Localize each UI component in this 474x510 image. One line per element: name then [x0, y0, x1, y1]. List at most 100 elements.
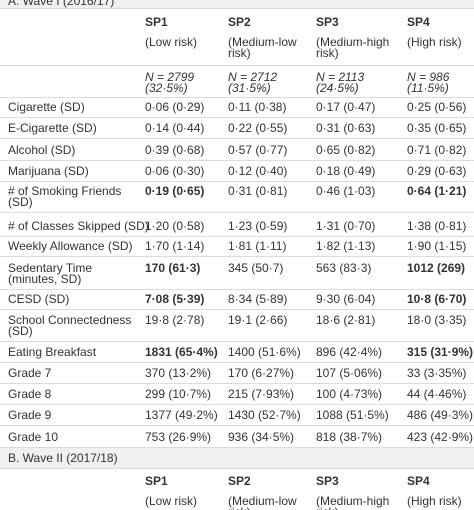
cell-value: 0·31 (0·63): [316, 121, 376, 135]
sample-size: N = 2799 (32·5%): [145, 70, 195, 95]
sample-size: N = 986 (11·5%): [407, 70, 450, 95]
cell-value: 1·20 (0·58): [145, 219, 205, 233]
row-divider: [0, 468, 474, 469]
cell-value: 1·23 (0·59): [228, 219, 288, 233]
column-subheader: (High risk): [407, 494, 462, 508]
cell-value: 1·81 (1·11): [228, 239, 287, 253]
cell-value: 0·39 (0·68): [145, 143, 205, 157]
cell-value: 1·38 (0·81): [407, 219, 467, 233]
cell-value: 0·12 (0·40): [228, 164, 288, 178]
cell-value: 10·8 (6·70): [407, 292, 467, 306]
row-divider: [0, 383, 474, 384]
column-subheader: (Medium-low risk): [228, 35, 297, 60]
column-subheader: (Low risk): [145, 35, 198, 49]
cell-value: 0·71 (0·82): [407, 143, 467, 157]
cell-value: 299 (10·7%): [145, 387, 212, 401]
sample-size: N = 2712 (31·5%): [228, 70, 278, 95]
row-label: Alcohol (SD): [8, 143, 76, 157]
row-label: Cigarette (SD): [8, 100, 85, 114]
column-subheader: (Medium-high risk): [316, 35, 390, 60]
row-divider: [0, 138, 474, 139]
column-header: SP4: [407, 15, 430, 29]
column-subheader: (High risk): [407, 35, 462, 49]
cell-value: 1·82 (1·13): [316, 239, 376, 253]
cell-value: 170 (61·3): [145, 261, 201, 275]
row-divider: [0, 236, 474, 237]
cell-value: 0·06 (0·30): [145, 164, 205, 178]
row-label: School Connectedness (SD): [8, 313, 132, 338]
cell-value: 753 (26·9%): [145, 430, 212, 444]
row-divider: [0, 362, 474, 363]
column-header: SP2: [228, 15, 251, 29]
column-header: SP1: [145, 474, 168, 488]
cell-value: 18·6 (2·81): [316, 313, 376, 327]
row-divider: [0, 425, 474, 426]
cell-value: 19·8 (2·78): [145, 313, 205, 327]
column-header: SP1: [145, 15, 168, 29]
section-title: A. Wave I (2016/17): [8, 0, 115, 8]
cell-value: 936 (34·5%): [228, 430, 295, 444]
row-label: Sedentary Time (minutes, SD): [8, 261, 93, 286]
cell-value: 18·0 (3·35): [407, 313, 467, 327]
cell-value: 0·22 (0·55): [228, 121, 288, 135]
cell-value: 345 (50·7): [228, 261, 284, 275]
row-label: Grade 7: [8, 366, 52, 380]
cell-value: 0·18 (0·49): [316, 164, 376, 178]
column-header: SP3: [316, 474, 339, 488]
column-header: SP4: [407, 474, 430, 488]
row-label: Marijuana (SD): [8, 164, 89, 178]
cell-value: 818 (38·7%): [316, 430, 383, 444]
row-label: Weekly Allowance (SD): [8, 239, 133, 253]
cell-value: 0·25 (0·56): [407, 100, 467, 114]
column-subheader: (Low risk): [145, 494, 198, 508]
cell-value: 896 (42·4%): [316, 345, 383, 359]
cell-value: 8·34 (5·89): [228, 292, 288, 306]
cell-value: 1·31 (0·70): [316, 219, 376, 233]
row-label: Grade 8: [8, 387, 52, 401]
cell-value: 33 (3·35%): [407, 366, 467, 380]
cell-value: 7·08 (5·39): [145, 292, 205, 306]
cell-value: 9·30 (6·04): [316, 292, 376, 306]
cell-value: 1·90 (1·15): [407, 239, 467, 253]
row-divider: [0, 65, 474, 66]
cell-value: 0·65 (0·82): [316, 143, 376, 157]
cell-value: 1012 (269): [407, 261, 466, 275]
row-label: Grade 9: [8, 408, 52, 422]
cell-value: 1430 (52·7%): [228, 408, 301, 422]
row-divider: [0, 447, 474, 448]
cell-value: 1088 (51·5%): [316, 408, 389, 422]
cell-value: 1831 (65·4%): [145, 345, 218, 359]
cell-value: 0·31 (0·81): [228, 184, 288, 198]
cell-value: 170 (6·27%): [228, 366, 295, 380]
cell-value: 44 (4·46%): [407, 387, 467, 401]
row-divider: [0, 8, 474, 9]
cell-value: 107 (5·06%): [316, 366, 383, 380]
cell-value: 0·64 (1·21): [407, 184, 467, 198]
cell-value: 423 (42·9%): [407, 430, 474, 444]
row-label: # of Classes Skipped (SD): [8, 219, 149, 233]
cell-value: 0·14 (0·44): [145, 121, 205, 135]
row-divider: [0, 289, 474, 290]
cell-value: 370 (13·2%): [145, 366, 212, 380]
cell-value: 1·70 (1·14): [145, 239, 205, 253]
sample-size: N = 2113 (24·5%): [316, 70, 365, 95]
row-divider: [0, 256, 474, 257]
cell-value: 1400 (51·6%): [228, 345, 301, 359]
column-subheader: (Medium-low risk): [228, 494, 297, 510]
cell-value: 1377 (49·2%): [145, 408, 218, 422]
cell-value: 486 (49·3%): [407, 408, 474, 422]
row-divider: [0, 181, 474, 182]
row-divider: [0, 160, 474, 161]
row-label: # of Smoking Friends (SD): [8, 184, 122, 209]
cell-value: 19·1 (2·66): [228, 313, 288, 327]
row-label: Grade 10: [8, 430, 59, 444]
column-header: SP2: [228, 474, 251, 488]
cell-value: 215 (7·93%): [228, 387, 295, 401]
row-divider: [0, 341, 474, 342]
section-band: [0, 448, 474, 468]
row-divider: [0, 404, 474, 405]
cell-value: 0·29 (0·63): [407, 164, 467, 178]
column-header: SP3: [316, 15, 339, 29]
row-label: Eating Breakfast: [8, 345, 97, 359]
